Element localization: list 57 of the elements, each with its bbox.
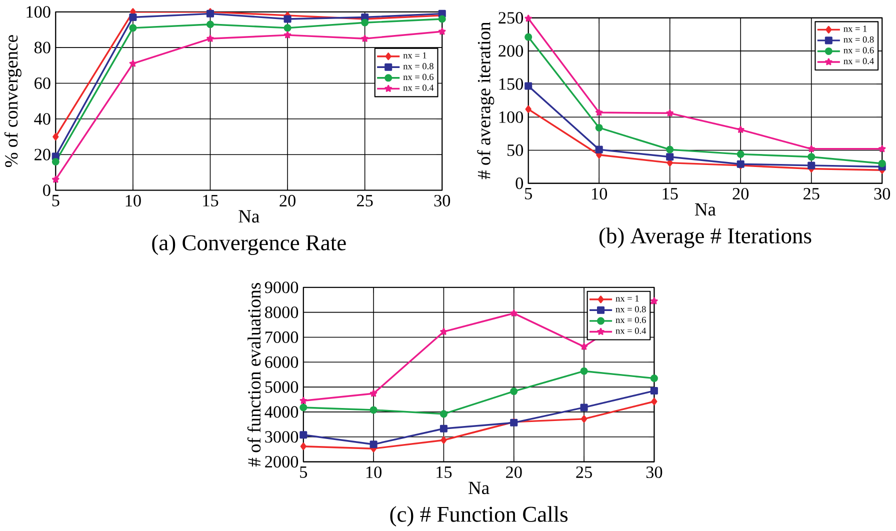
x-tick-label: 10 [592, 188, 608, 200]
y-tick-label: 100 [499, 111, 524, 123]
x-tick-label: 10 [366, 466, 382, 478]
x-tick-label: 15 [203, 194, 218, 206]
legend-label: nx = 0.8 [616, 306, 646, 312]
x-tick-label: 15 [662, 188, 678, 200]
y-tick-label: 5000 [265, 381, 298, 393]
y-tick-label: 4000 [264, 406, 298, 418]
legend-label: nx = 1 [844, 26, 867, 32]
legend-label: nx = 0.6 [616, 316, 646, 324]
y-tick-label: 0 [43, 184, 50, 196]
legend-label: nx = 1 [616, 295, 639, 302]
x-tick-label: 5 [525, 188, 532, 200]
y-tick-label: 8000 [265, 306, 298, 318]
x-tick-label: 10 [126, 194, 141, 206]
x-axis-title: Na [694, 203, 716, 216]
x-tick-label: 30 [874, 188, 890, 200]
y-tick-label: 6000 [265, 356, 298, 368]
legend-label: nx = 0.4 [844, 58, 874, 64]
legend-label: nx = 0.6 [403, 74, 434, 80]
y-tick-label: 100 [26, 6, 50, 18]
legend-label: nx = 0.8 [403, 62, 434, 70]
y-tick-label: 2000 [265, 456, 298, 468]
y-tick-label: 9000 [264, 282, 298, 294]
y-tick-label: 150 [499, 78, 524, 90]
x-axis-title: Na [468, 482, 490, 494]
text: (c) # Function Calls [390, 506, 568, 526]
x-tick-label: 20 [732, 188, 749, 200]
x-tick-label: 5 [300, 466, 308, 478]
legend-label: nx = 0.4 [403, 84, 434, 91]
y-tick-label: 40 [34, 113, 50, 125]
text: (a) Convergence Rate [152, 234, 346, 255]
legend-label: nx = 0.6 [844, 47, 874, 54]
y-tick-label: 7000 [266, 331, 298, 343]
x-axis-title: Na [238, 210, 260, 223]
legend-label: nx = 1 [403, 52, 426, 58]
legend-label: nx = 0.4 [616, 328, 646, 334]
x-tick-label: 5 [52, 194, 60, 206]
y-tick-label: 200 [498, 45, 524, 57]
x-tick-label: 15 [436, 466, 452, 478]
y-tick-label: 50 [507, 144, 524, 156]
y-tick-label: 3000 [265, 431, 298, 443]
y-axis-title: % of convergence [4, 35, 22, 167]
x-tick-label: 25 [576, 466, 592, 478]
y-axis-title: # of average iteration [477, 22, 494, 180]
y-tick-label: 0 [516, 177, 524, 190]
text: (b) Average # Iterations [599, 228, 812, 248]
x-tick-label: 30 [646, 466, 662, 478]
y-tick-label: 250 [498, 12, 524, 24]
x-tick-label: 30 [434, 194, 450, 206]
x-tick-label: 25 [804, 188, 820, 200]
y-tick-label: 60 [34, 77, 50, 89]
legend-label: nx = 0.8 [844, 36, 874, 43]
y-tick-label: 20 [34, 148, 50, 160]
x-tick-label: 25 [356, 194, 373, 206]
y-tick-label: 80 [34, 42, 50, 54]
y-axis-title: # of function evaluations [247, 282, 261, 466]
